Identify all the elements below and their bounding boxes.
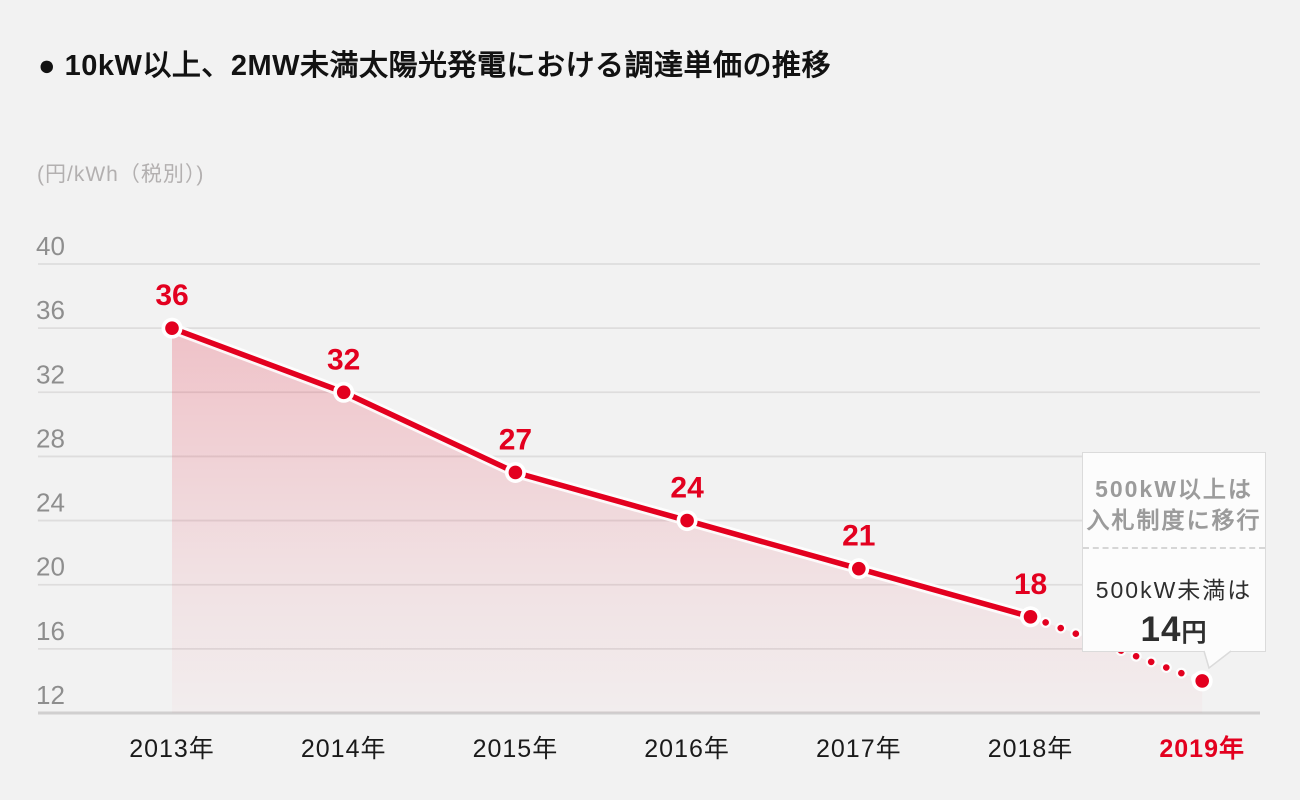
data-point bbox=[1195, 674, 1209, 688]
y-tick-label: 40 bbox=[36, 231, 65, 261]
y-tick-label: 32 bbox=[36, 359, 65, 389]
data-point-label: 32 bbox=[327, 343, 360, 376]
data-point-label: 21 bbox=[842, 520, 875, 553]
y-tick-label: 12 bbox=[36, 680, 65, 710]
data-point-label: 24 bbox=[670, 472, 704, 505]
callout-price: 14円 bbox=[1083, 610, 1265, 650]
x-axis-label: 2016年 bbox=[644, 735, 730, 763]
page-title: ● 10kW以上、2MW未満太陽光発電における調達単価の推移 bbox=[38, 50, 831, 82]
data-point bbox=[165, 321, 179, 335]
projected-dotted-line bbox=[1027, 613, 1206, 685]
callout-upper-line1: 500kW以上は bbox=[1095, 476, 1253, 502]
callout-tail-pointer bbox=[1203, 650, 1232, 670]
y-tick-label: 16 bbox=[36, 616, 65, 646]
data-point-label: 18 bbox=[1014, 568, 1047, 601]
data-point bbox=[680, 513, 694, 528]
data-point-label: 27 bbox=[499, 423, 532, 456]
y-tick-label: 28 bbox=[36, 423, 65, 453]
y-tick-label: 36 bbox=[36, 295, 65, 325]
callout-lower-text: 500kW未満は 14円 bbox=[1083, 571, 1265, 650]
data-point bbox=[336, 385, 351, 400]
callout-price-unit: 円 bbox=[1181, 619, 1208, 647]
price-line bbox=[171, 325, 1032, 620]
x-axis-label: 2018年 bbox=[988, 735, 1074, 763]
callout-upper-text: 500kW以上は 入札制度に移行 bbox=[1083, 453, 1265, 536]
x-axis-label: 2015年 bbox=[473, 735, 559, 763]
data-point bbox=[852, 561, 866, 576]
callout-dashed-divider bbox=[1083, 547, 1265, 549]
data-point bbox=[1023, 609, 1038, 624]
y-tick-label: 24 bbox=[36, 488, 65, 518]
y-axis-unit-label: (円/kWh（税別）) bbox=[37, 163, 205, 186]
callout-price-value: 14 bbox=[1140, 610, 1182, 649]
x-axis-label: 2017年 bbox=[816, 735, 902, 763]
callout-lower-line: 500kW未満は bbox=[1095, 577, 1253, 603]
callout-2019-note: 500kW以上は 入札制度に移行 500kW未満は 14円 bbox=[1082, 452, 1266, 670]
data-point-label: 36 bbox=[155, 279, 188, 312]
callout-upper-line2: 入札制度に移行 bbox=[1086, 507, 1262, 533]
x-axis-label: 2013年 bbox=[129, 735, 215, 763]
data-point bbox=[508, 465, 523, 480]
x-axis-label-highlighted: 2019年 bbox=[1159, 734, 1245, 763]
x-axis-label: 2014年 bbox=[301, 735, 387, 763]
y-tick-label: 20 bbox=[36, 552, 65, 582]
